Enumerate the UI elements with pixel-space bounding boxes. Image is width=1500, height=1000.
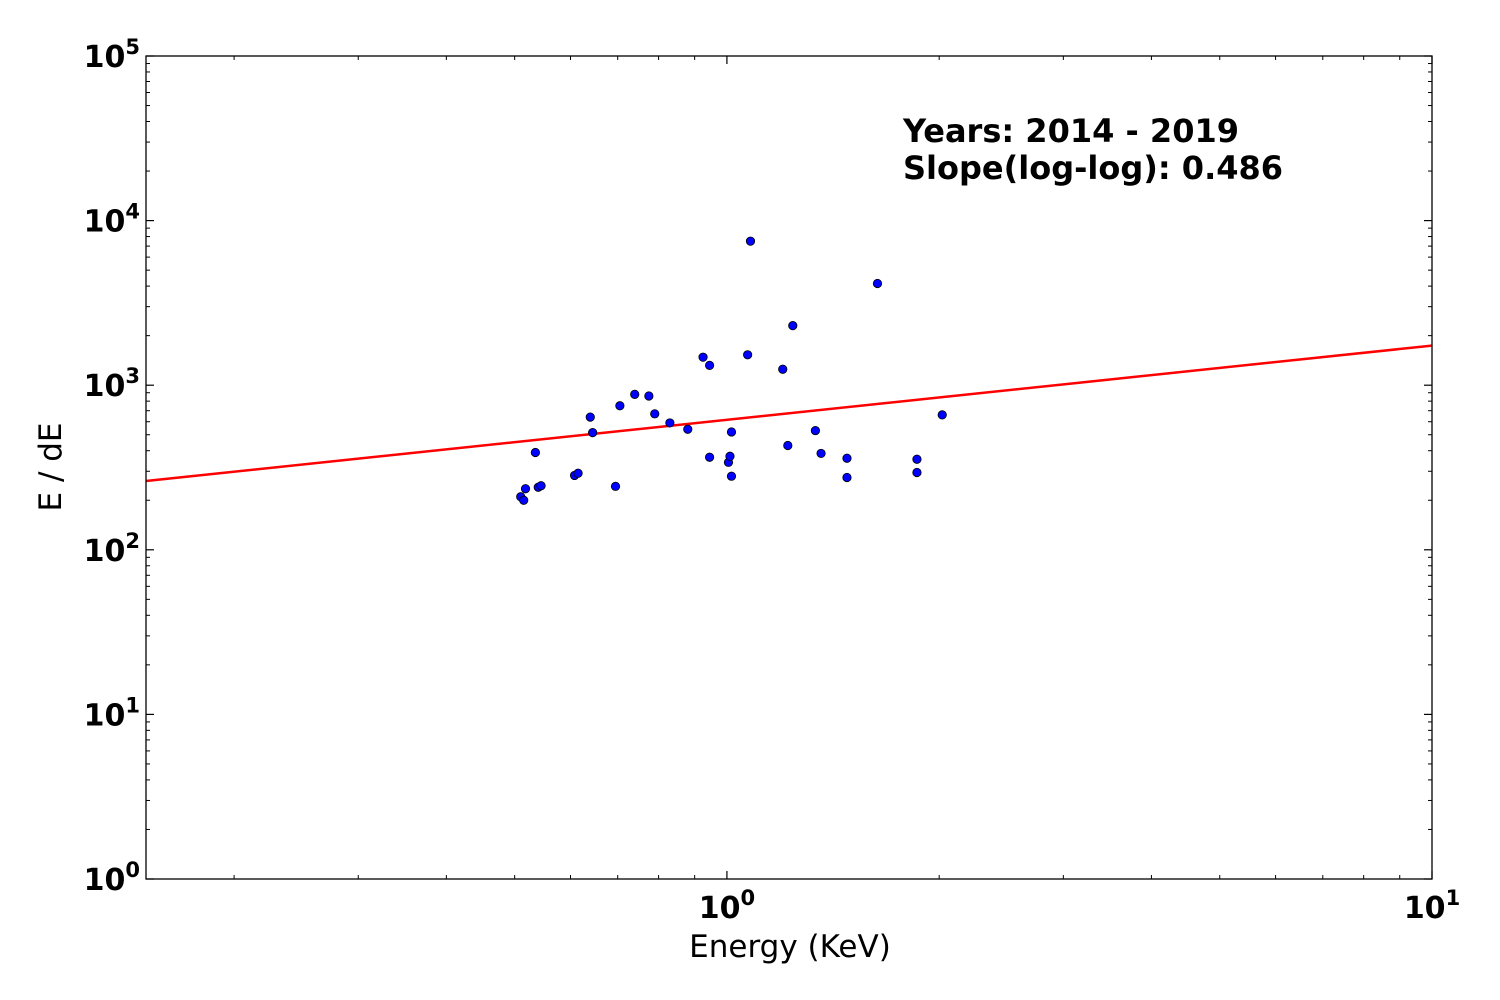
data-point [585,412,595,422]
data-point [630,389,640,399]
data-point [810,425,820,436]
data-point [610,481,621,491]
plot-frame [145,55,1433,880]
data-point [704,360,715,370]
data-point [783,440,793,451]
data-point [683,424,693,434]
data-point [912,454,922,464]
y-tick-label: 102 [84,529,140,569]
annotation-years: Years: 2014 - 2019 [902,112,1239,150]
data-point [536,481,546,491]
annotation-slope: Slope(log-log): 0.486 [903,149,1283,187]
data-point [816,448,826,459]
data-point [872,278,883,289]
data-point [726,427,737,437]
y-tick-label: 104 [84,200,140,240]
data-point [912,467,922,478]
y-tick-label: 105 [84,35,140,75]
y-tick-label: 103 [84,364,140,404]
data-point [788,321,798,331]
x-axis-label: Energy (KeV) [689,929,891,965]
data-point [665,418,675,428]
data-point [937,410,947,420]
data-point [698,352,708,362]
data-point [615,401,625,411]
data-point [842,453,852,463]
x-tick-label: 100 [699,886,755,926]
data-point [520,484,531,494]
data-point [519,495,529,505]
data-point [530,447,540,458]
data-point [644,391,654,401]
data-point [588,428,598,438]
data-point [573,468,583,478]
data-point [704,452,715,462]
fit-line [145,344,1433,483]
data-point [743,350,753,360]
data-point [745,236,756,246]
data-point [726,471,737,481]
y-tick-label: 100 [84,858,140,898]
x-tick-label: 101 [1404,886,1460,926]
data-point [650,409,660,419]
data-point [725,451,735,461]
data-point [842,472,852,483]
y-tick-label: 101 [84,693,140,733]
data-point [778,364,788,374]
y-axis-label: E / dE [33,422,69,511]
